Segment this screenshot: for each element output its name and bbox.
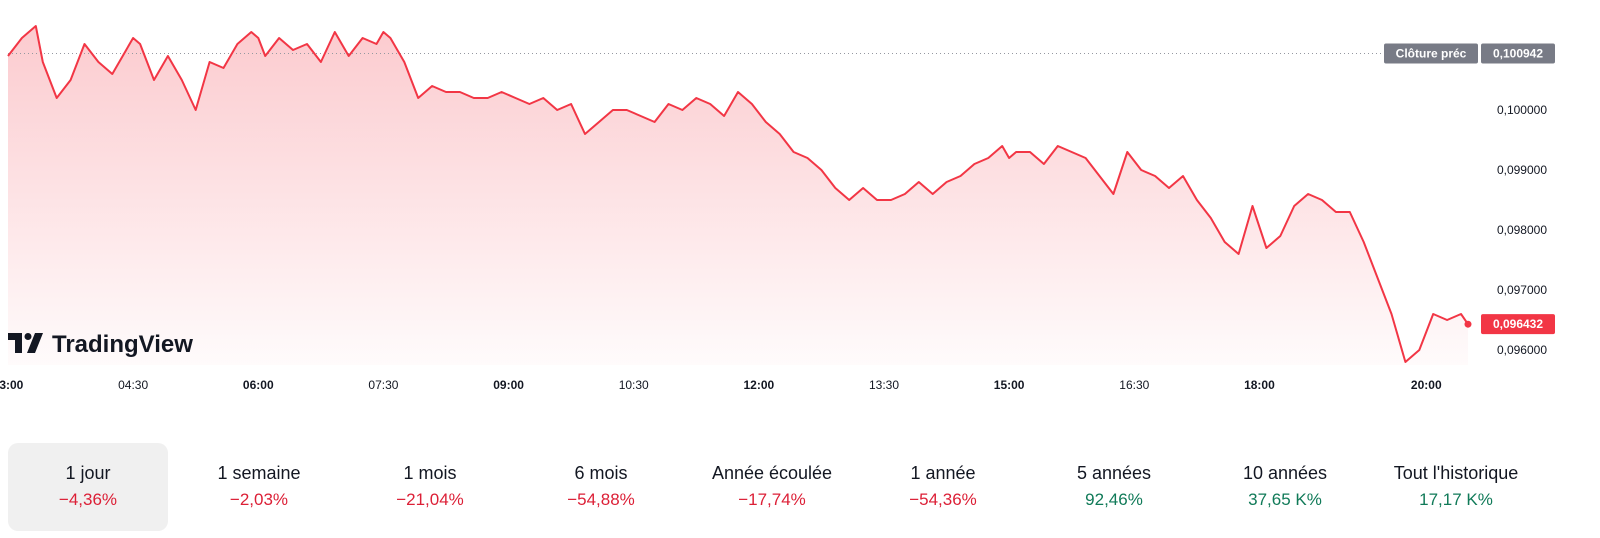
tradingview-logo[interactable]: TradingView [8,331,193,358]
period-tab-change: 92,46% [1085,490,1143,509]
x-tick-label: 12:00 [744,378,775,392]
prev-close-label: Clôture préc 0,100942 [1384,43,1555,64]
period-tab-label: 1 mois [403,463,457,483]
period-tab-label: Année écoulée [711,463,833,483]
period-tab-label: 5 années [1076,463,1152,483]
x-tick-label: 20:00 [1411,378,1442,392]
y-tick-label: 0,096000 [1497,343,1547,357]
period-tab-change: −4,36% [58,490,118,509]
period-tab[interactable]: Tout l'historique 17,17 K% [1376,443,1536,531]
period-tab-label: 6 mois [574,463,628,483]
last-price-tag-bg [1481,314,1555,335]
period-tab[interactable]: Année écoulée −17,74% [692,443,852,531]
x-tick-label: 04:30 [118,378,148,392]
period-tab-label: 1 année [910,463,976,483]
period-tab-label: Tout l'historique [1393,463,1519,483]
x-tick-label: 06:00 [243,378,274,392]
last-price-label: 0,096432 [1481,314,1555,335]
period-tab-change: −54,88% [567,490,635,509]
x-tick-label: 09:00 [493,378,524,392]
prev-close-tag-bg [1384,43,1478,64]
period-tab-label: 1 semaine [217,463,301,483]
x-tick-label: 07:30 [368,378,398,392]
y-tick-label: 0,098000 [1497,223,1547,237]
period-tab-change: −2,03% [229,490,289,509]
prev-close-value-bg [1481,43,1555,64]
period-tab-change: −17,74% [738,490,806,509]
period-tab-label: 1 jour [65,463,111,483]
price-area-fill [8,26,1468,365]
period-tab[interactable]: 6 mois −54,88% [521,443,681,531]
x-tick-label: 03:00 [0,378,24,392]
period-tab-change: −54,36% [909,490,977,509]
period-tab[interactable]: 1 année −54,36% [863,443,1023,531]
period-tab[interactable]: 10 années 37,65 K% [1205,443,1365,531]
period-tab-change: 37,65 K% [1248,490,1322,509]
price-chart[interactable]: 0,096000 0,097000 0,098000 0,099000 0,100000… [0,0,1600,420]
price-line[interactable] [7,25,1469,363]
period-tab[interactable]: 1 jour −4,36% [8,443,168,531]
tradingview-logo-icon [8,333,43,353]
period-tab-label: 10 années [1242,463,1328,483]
x-tick-label: 16:30 [1119,378,1149,392]
period-tab[interactable]: 1 mois −21,04% [350,443,510,531]
prev-close-tag-text: Clôture préc [1396,46,1467,60]
y-tick-label: 0,099000 [1497,163,1547,177]
last-price-value: 0,096432 [1493,317,1543,331]
tradingview-logo-text: TradingView [52,331,193,358]
period-tab-change: 17,17 K% [1419,490,1493,509]
y-tick-label: 0,100000 [1497,103,1547,117]
x-tick-label: 13:30 [869,378,899,392]
period-tab[interactable]: 1 semaine −2,03% [179,443,339,531]
x-tick-label: 15:00 [994,378,1025,392]
period-tab[interactable]: 5 années 92,46% [1034,443,1194,531]
period-tab-change: −21,04% [396,490,464,509]
last-price-dot [1464,320,1472,328]
y-tick-label: 0,097000 [1497,283,1547,297]
x-tick-label: 10:30 [619,378,649,392]
prev-close-value: 0,100942 [1493,46,1543,60]
x-tick-label: 18:00 [1244,378,1275,392]
